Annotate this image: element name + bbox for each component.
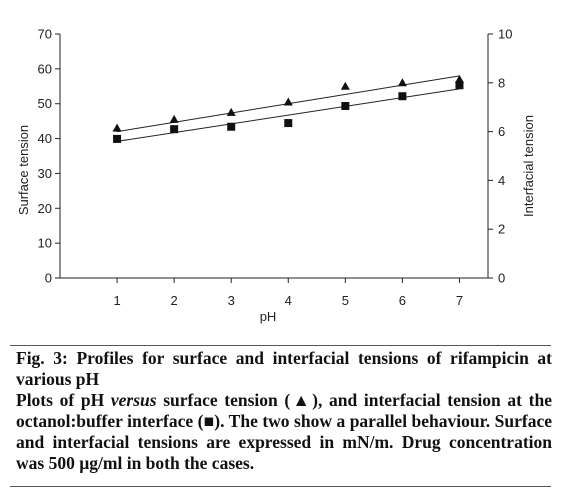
square-marker (113, 134, 122, 143)
x-tick-label: 2 (171, 293, 178, 308)
x-tick-label: 3 (228, 293, 235, 308)
y-axis-left-label: Surface tension (16, 125, 31, 215)
square-marker (455, 81, 464, 90)
caption-body-emphasis: versus (110, 390, 157, 410)
square-marker (227, 122, 236, 131)
caption-body: Plots of pH versus surface tension (▲), … (16, 390, 552, 474)
trendlines (116, 75, 460, 142)
caption-body-part2: surface tension (▲), and interfacial ten… (16, 390, 552, 473)
y-right-tick-label: 4 (498, 173, 505, 188)
x-tick-label: 7 (456, 293, 463, 308)
triangle-marker (226, 107, 236, 116)
y-left-tick-label: 0 (45, 271, 52, 286)
y-left-tick-label: 70 (38, 27, 52, 42)
triangle-marker (454, 74, 464, 83)
triangle-marker (283, 97, 293, 106)
x-axis-label: pH (260, 309, 277, 324)
square-marker (284, 119, 293, 128)
caption-top-rule (10, 345, 551, 346)
y-left-tick-label: 60 (38, 61, 52, 76)
square-marker (341, 101, 350, 110)
y-left-tick-label: 50 (38, 96, 52, 111)
square-marker (398, 92, 407, 101)
square-marker (170, 125, 179, 134)
trendline-square (116, 88, 460, 142)
y-right-tick-label: 6 (498, 124, 505, 139)
triangle-marker (169, 114, 179, 123)
y-right-tick-label: 10 (498, 27, 512, 42)
y-left-tick-label: 10 (38, 236, 52, 251)
y-right-tick-label: 0 (498, 271, 505, 286)
y-left-tick-label: 30 (38, 166, 52, 181)
data-marks (112, 74, 464, 143)
triangle-marker (112, 123, 122, 132)
caption-bottom-rule (10, 486, 551, 487)
figure-caption: Fig. 3: Profiles for surface and interfa… (16, 348, 552, 474)
x-tick-label: 1 (113, 293, 120, 308)
caption-title: Fig. 3: Profiles for surface and interfa… (16, 348, 552, 389)
y-right-tick-label: 2 (498, 222, 505, 237)
x-tick-label: 5 (342, 293, 349, 308)
triangle-marker (340, 81, 350, 90)
y-left-tick-label: 40 (38, 131, 52, 146)
caption-body-part1: Plots of pH (16, 390, 111, 410)
y-right-tick-label: 8 (498, 75, 505, 90)
x-tick-label: 4 (285, 293, 292, 308)
x-tick-label: 6 (399, 293, 406, 308)
y-left-tick-label: 20 (38, 201, 52, 216)
y-axis-right-label: Interfacial tension (521, 115, 536, 217)
triangle-marker (397, 78, 407, 87)
